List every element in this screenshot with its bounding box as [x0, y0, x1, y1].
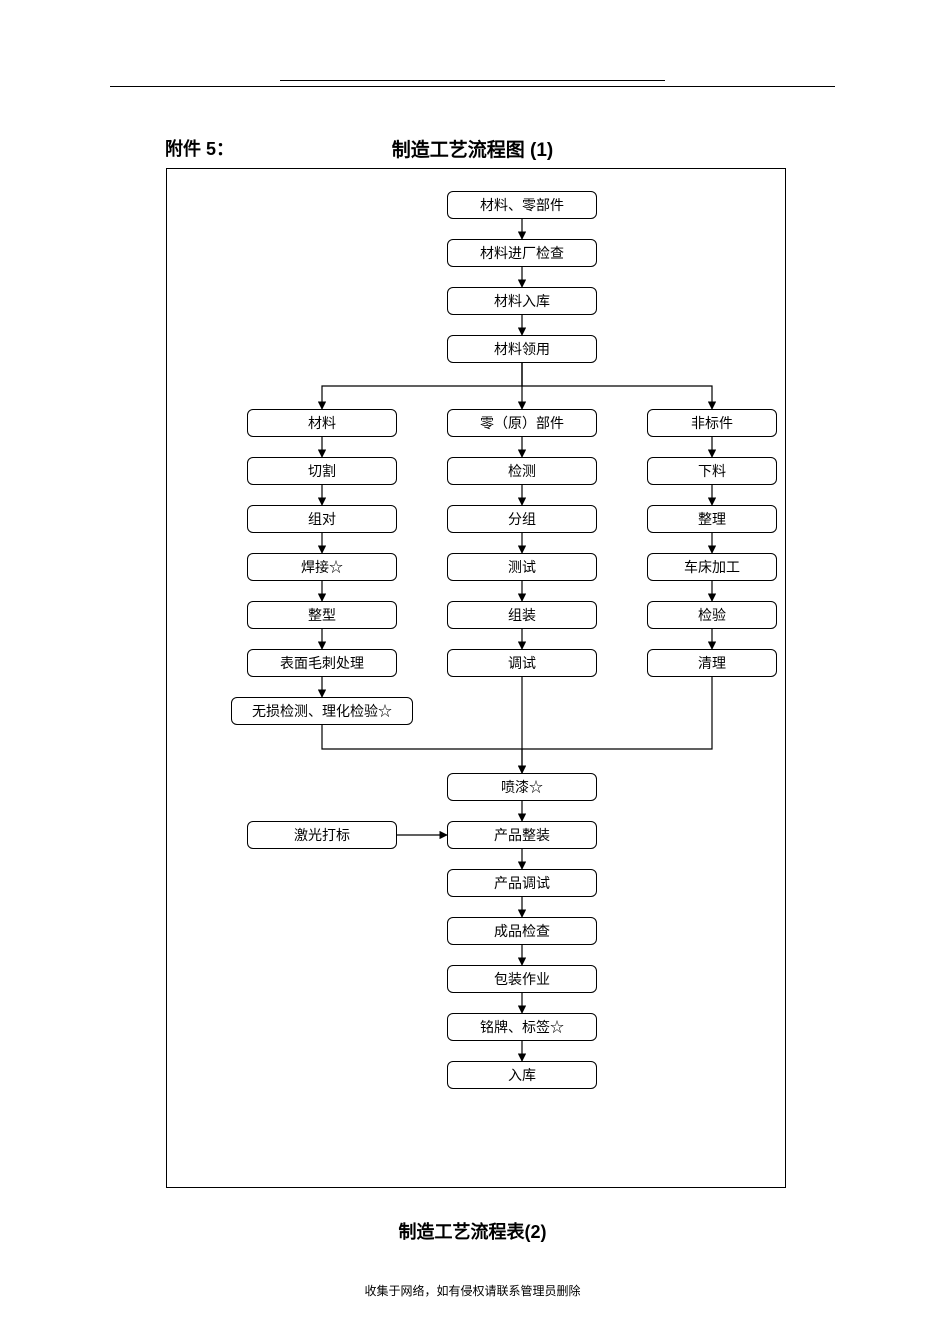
flow-node-a7: 无损检测、理化检验☆	[231, 697, 413, 725]
flow-node-c5: 检验	[647, 601, 777, 629]
flow-node-b6: 调试	[447, 649, 597, 677]
flow-node-a6: 表面毛刺处理	[247, 649, 397, 677]
flow-node-m6: 铭牌、标签☆	[447, 1013, 597, 1041]
flow-node-c4: 车床加工	[647, 553, 777, 581]
flow-node-m2: 产品整装	[447, 821, 597, 849]
flow-node-n1: 材料、零部件	[447, 191, 597, 219]
flow-node-c3: 整理	[647, 505, 777, 533]
flow-node-a2: 切割	[247, 457, 397, 485]
page-subtitle: 制造工艺流程表(2)	[399, 1218, 547, 1244]
flow-node-m4: 成品检查	[447, 917, 597, 945]
attachment-label: 附件 5：	[165, 135, 234, 161]
flow-node-n2: 材料进厂检查	[447, 239, 597, 267]
header-rule-outer	[110, 86, 835, 87]
flow-node-n4: 材料领用	[447, 335, 597, 363]
flow-node-a3: 组对	[247, 505, 397, 533]
page-footer: 收集于网络，如有侵权请联系管理员删除	[364, 1282, 580, 1299]
flow-node-a5: 整型	[247, 601, 397, 629]
flow-node-a4: 焊接☆	[247, 553, 397, 581]
flow-node-m3: 产品调试	[447, 869, 597, 897]
flow-node-b5: 组装	[447, 601, 597, 629]
flow-node-a1: 材料	[247, 409, 397, 437]
page-header: 附件 5： 制造工艺流程图 (1)	[165, 135, 780, 161]
flow-node-n3: 材料入库	[447, 287, 597, 315]
flow-node-c1: 非标件	[647, 409, 777, 437]
flow-node-b4: 测试	[447, 553, 597, 581]
flow-node-b1: 零（原）部件	[447, 409, 597, 437]
flowchart-frame: 材料、零部件材料进厂检查材料入库材料领用材料切割组对焊接☆ 整型表面毛刺处理无损检…	[166, 168, 786, 1188]
flow-node-c2: 下料	[647, 457, 777, 485]
flow-node-b2: 检测	[447, 457, 597, 485]
page-title: 制造工艺流程图 (1)	[392, 135, 554, 162]
flow-node-c6: 清理	[647, 649, 777, 677]
flow-node-b3: 分组	[447, 505, 597, 533]
flow-node-s1: 激光打标	[247, 821, 397, 849]
header-rule-inner	[280, 80, 665, 81]
flow-node-m7: 入库	[447, 1061, 597, 1089]
flow-node-m1: 喷漆☆	[447, 773, 597, 801]
flow-node-m5: 包装作业	[447, 965, 597, 993]
